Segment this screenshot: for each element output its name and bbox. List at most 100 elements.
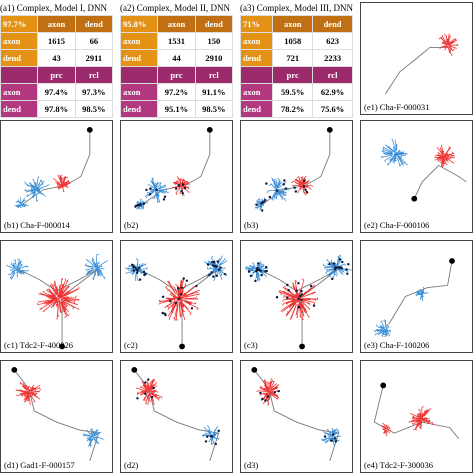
error-point bbox=[335, 266, 338, 269]
error-point bbox=[268, 195, 272, 199]
error-point bbox=[217, 429, 220, 433]
error-point bbox=[195, 284, 198, 288]
dendrite bbox=[278, 278, 319, 321]
error-point bbox=[223, 272, 227, 276]
soma bbox=[411, 195, 418, 202]
error-point bbox=[297, 305, 301, 309]
header-row: 97.7% axon dend bbox=[0, 15, 114, 33]
error-point bbox=[260, 273, 263, 277]
error-point bbox=[300, 289, 303, 293]
table-title: (a3) Complex, Model III, DNN bbox=[240, 3, 353, 13]
panel: (c3) bbox=[240, 240, 353, 353]
axon bbox=[14, 196, 29, 209]
error-point bbox=[323, 435, 327, 438]
error-point bbox=[216, 260, 219, 263]
panel: (b2) bbox=[120, 120, 233, 233]
metric-header: rcl bbox=[194, 66, 234, 84]
soma bbox=[380, 382, 387, 389]
soma bbox=[299, 343, 305, 350]
metric-cell: 95.1% bbox=[157, 100, 196, 118]
error-point bbox=[347, 262, 350, 266]
panel: (c1) Tdc2-F-400026 bbox=[0, 240, 113, 353]
neurite bbox=[137, 268, 219, 347]
axon bbox=[84, 253, 108, 281]
row: dend 44 2910 bbox=[119, 49, 234, 67]
axon bbox=[6, 258, 30, 280]
error-point bbox=[333, 437, 337, 440]
neuron-drawing bbox=[380, 138, 467, 202]
cell: 721 bbox=[272, 49, 314, 67]
neuron-drawing bbox=[373, 382, 460, 439]
error-point bbox=[304, 188, 307, 192]
error-point bbox=[214, 265, 217, 268]
header-row: 95.8% axon dend bbox=[119, 15, 234, 33]
panel-label: (c3) bbox=[244, 340, 258, 350]
metric-cell: 98.5% bbox=[74, 100, 114, 118]
error-point bbox=[337, 266, 340, 269]
error-point bbox=[298, 294, 302, 298]
neuron-drawing bbox=[373, 258, 455, 338]
error-point bbox=[161, 311, 164, 315]
error-point bbox=[212, 275, 215, 278]
error-point bbox=[219, 266, 222, 269]
panel: (c2) bbox=[120, 240, 233, 353]
error-point bbox=[174, 301, 178, 305]
panel: (d2) bbox=[120, 360, 233, 473]
table: 95.8% axon dend axon 1531 150 dend 44 2910 prc rcl… bbox=[119, 15, 234, 118]
error-point bbox=[286, 296, 289, 300]
error-point bbox=[283, 179, 286, 182]
panel-label: (c1) Tdc2-F-400026 bbox=[4, 340, 74, 350]
neurite bbox=[137, 129, 211, 208]
neuron-drawing bbox=[125, 255, 228, 350]
error-point bbox=[287, 288, 290, 292]
row-label: dend bbox=[239, 49, 274, 67]
error-point bbox=[286, 283, 289, 287]
error-point bbox=[149, 187, 152, 190]
error-point bbox=[264, 399, 267, 402]
error-point bbox=[163, 312, 166, 315]
error-point bbox=[338, 258, 342, 261]
error-point bbox=[265, 182, 268, 185]
panel-label: (c2) bbox=[124, 340, 138, 350]
metric-label: dend bbox=[119, 100, 159, 118]
row: axon 1615 66 bbox=[0, 32, 114, 50]
column-header: axon bbox=[272, 15, 314, 33]
column-header: dend bbox=[194, 15, 234, 33]
error-point bbox=[211, 260, 214, 264]
error-point bbox=[264, 265, 268, 269]
neurite bbox=[133, 369, 220, 462]
dendrite bbox=[381, 422, 392, 437]
row-label: axon bbox=[0, 32, 39, 50]
error-point bbox=[137, 266, 141, 270]
error-point bbox=[295, 289, 298, 293]
error-point bbox=[161, 295, 165, 299]
neuron-drawing bbox=[251, 366, 341, 462]
metric-header: rcl bbox=[74, 66, 114, 84]
axon bbox=[323, 254, 352, 279]
panel-label: (e1) Cha-F-000031 bbox=[364, 102, 430, 112]
neurite bbox=[13, 369, 100, 462]
axon bbox=[380, 138, 408, 167]
neuron-drawing bbox=[11, 366, 104, 462]
error-point bbox=[261, 397, 264, 401]
metric-header-row: prc rcl bbox=[119, 66, 234, 84]
error-point bbox=[333, 268, 337, 271]
blank-cell bbox=[239, 66, 274, 84]
error-point bbox=[259, 391, 262, 395]
error-point bbox=[179, 293, 183, 296]
table-title: (a2) Complex, Model II, DNN bbox=[120, 3, 230, 13]
cell: 623 bbox=[312, 32, 353, 50]
error-point bbox=[208, 273, 211, 276]
soma bbox=[59, 343, 65, 350]
neuron-drawing bbox=[6, 253, 108, 350]
error-point bbox=[273, 391, 276, 394]
dendrite bbox=[408, 405, 434, 431]
axon bbox=[373, 319, 391, 338]
error-point bbox=[204, 440, 208, 443]
error-point bbox=[180, 286, 184, 289]
error-point bbox=[135, 271, 139, 274]
panel: (d3) bbox=[240, 360, 353, 473]
soma bbox=[449, 258, 455, 264]
error-point bbox=[275, 296, 279, 299]
